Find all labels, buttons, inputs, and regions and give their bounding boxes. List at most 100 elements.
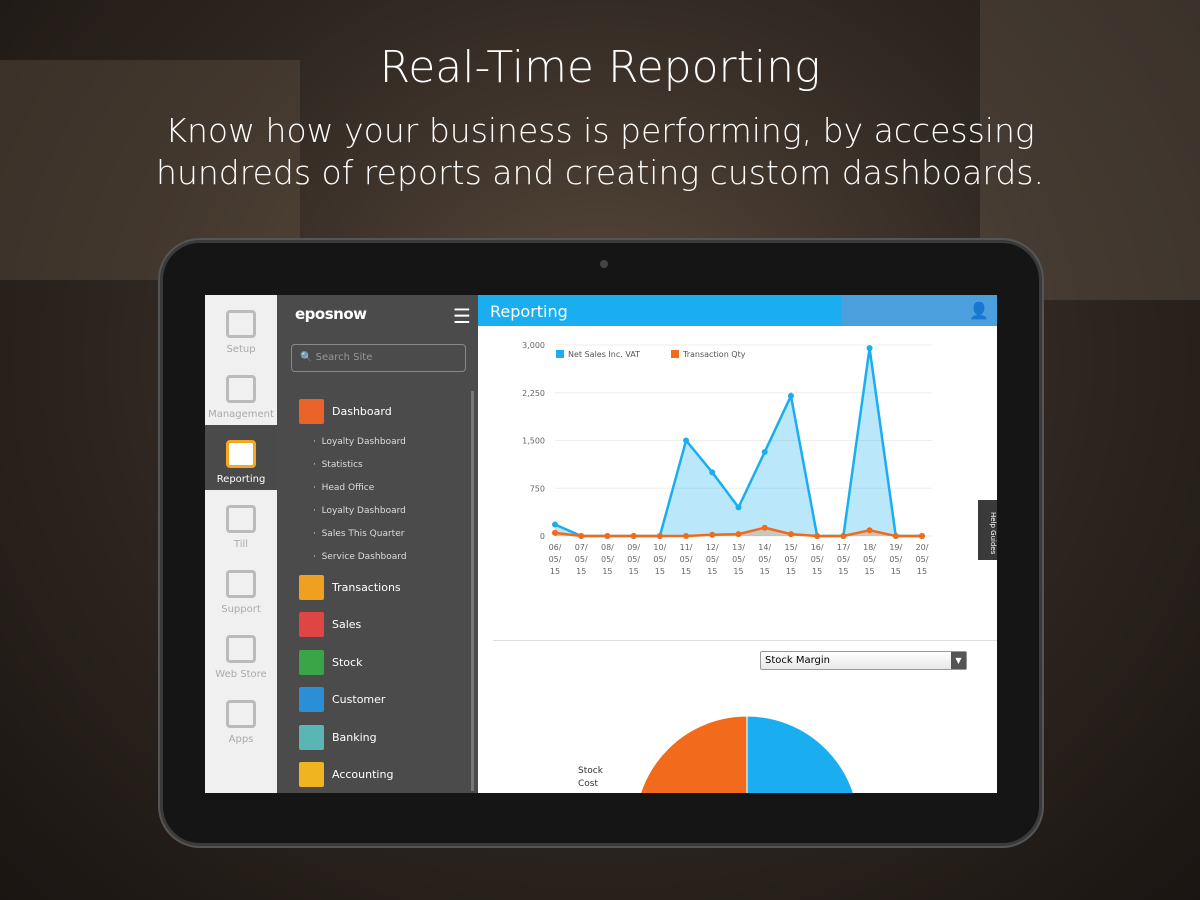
- sidebar-item-till[interactable]: Till: [205, 490, 277, 555]
- nav-item-label: Accounting: [332, 768, 394, 782]
- x-tick-label: 16/05/15: [811, 543, 824, 576]
- data-point[interactable]: [656, 533, 663, 539]
- pie-label: Stock Cost: [578, 766, 603, 789]
- nav-item-dashboard[interactable]: Dashboard: [299, 393, 469, 431]
- x-tick-label: 15/05/15: [784, 543, 797, 576]
- nav-item-label: Banking: [332, 730, 377, 744]
- report-select[interactable]: Stock Margin ▼: [760, 651, 967, 670]
- app-screen: Setup Management Reporting Till Support Web S…: [205, 295, 997, 793]
- x-tick-label: 12/05/15: [706, 543, 719, 576]
- x-tick-label: 13/05/15: [732, 543, 745, 576]
- basket-icon: [226, 635, 256, 663]
- search-placeholder: Search Site: [315, 352, 373, 363]
- data-point[interactable]: [787, 392, 794, 399]
- stock-icon: [299, 649, 324, 675]
- data-point[interactable]: [919, 533, 925, 539]
- data-point[interactable]: [735, 531, 742, 538]
- user-icon[interactable]: 👤: [969, 301, 989, 320]
- data-point[interactable]: [735, 504, 742, 511]
- data-point[interactable]: [709, 531, 716, 538]
- dashboard-icon: [299, 399, 324, 425]
- nav-item-customer[interactable]: Customer: [299, 681, 469, 719]
- data-point[interactable]: [683, 437, 690, 444]
- data-point[interactable]: [552, 529, 558, 536]
- transactions-icon: [299, 574, 324, 600]
- hamburger-menu-icon[interactable]: ☰: [453, 304, 471, 328]
- nav-subitem[interactable]: · Head Office: [313, 482, 375, 493]
- sidebar-item-label: Web Store: [215, 669, 267, 680]
- sidebar-item-reporting[interactable]: Reporting: [205, 425, 277, 490]
- data-point[interactable]: [709, 469, 716, 476]
- data-point[interactable]: [630, 533, 637, 539]
- data-point[interactable]: [787, 531, 794, 538]
- nav-item-label: Sales: [332, 618, 362, 632]
- subtitle-line: hundreds of reports and creating custom …: [156, 153, 1044, 192]
- nav-subitem-label: Loyalty Dashboard: [321, 505, 406, 516]
- data-point[interactable]: [840, 533, 847, 539]
- sidebar-item-label: Management: [208, 409, 274, 420]
- nav-item-label: Dashboard: [332, 405, 392, 419]
- x-tick-label: 08/05/15: [601, 543, 614, 576]
- search-input[interactable]: 🔍 Search Site: [291, 344, 466, 372]
- nav-subitem-label: Statistics: [321, 459, 363, 470]
- sidebar-item-apps[interactable]: Apps: [205, 685, 277, 750]
- data-point[interactable]: [683, 533, 690, 539]
- help-guides-tab[interactable]: Help Guides: [978, 500, 997, 560]
- nav-item-banking[interactable]: Banking: [299, 719, 469, 757]
- data-point[interactable]: [866, 345, 873, 352]
- legend-swatch: [556, 350, 564, 358]
- camera-icon: [600, 260, 608, 268]
- sales-chart: 3,000 2,250 1,500 750 0 06/05/15 07/05/15 08/05…: [522, 341, 932, 576]
- nav-subitem[interactable]: · Loyalty Dashboard: [313, 436, 406, 447]
- data-point[interactable]: [761, 524, 768, 531]
- main-content: Reporting 👤 3,000 2,250 1,500 750 0 06/05/15 07…: [478, 295, 997, 793]
- sidebar-item-management[interactable]: Management: [205, 360, 277, 425]
- nav-subitem[interactable]: · Service Dashboard: [313, 551, 407, 562]
- sidebar-item-web-store[interactable]: Web Store: [205, 620, 277, 685]
- legend-swatch: [671, 350, 679, 358]
- headline-title: Real-Time Reporting: [379, 42, 821, 93]
- x-tick-label: 07/05/15: [575, 543, 588, 576]
- sidebar-item-setup[interactable]: Setup: [205, 295, 277, 360]
- accounting-icon: [299, 762, 324, 788]
- scrollbar[interactable]: [471, 391, 474, 791]
- sidebar-item-label: Setup: [226, 344, 256, 355]
- nav-item-accounting[interactable]: Accounting: [299, 756, 469, 793]
- nav-subitem-label: Service Dashboard: [321, 551, 407, 562]
- nav-subitem[interactable]: · Sales This Quarter: [313, 528, 405, 539]
- data-point[interactable]: [552, 521, 558, 528]
- y-tick-label: 3,000: [522, 341, 545, 350]
- pie-slice[interactable]: [746, 716, 859, 793]
- nav-item-sales[interactable]: Sales: [299, 606, 469, 644]
- divider: [493, 640, 997, 641]
- data-point[interactable]: [892, 533, 899, 539]
- x-tick-label: 09/05/15: [627, 543, 640, 576]
- pie-slice[interactable]: [635, 716, 748, 793]
- sidebar-item-support[interactable]: Support: [205, 555, 277, 620]
- nav-subitem-label: Head Office: [321, 482, 375, 493]
- data-point[interactable]: [761, 448, 768, 455]
- x-tick-label: 10/05/15: [653, 543, 666, 576]
- data-point[interactable]: [814, 533, 821, 539]
- y-tick-label: 750: [530, 484, 545, 493]
- lifebuoy-icon: [226, 570, 256, 598]
- banking-icon: [299, 724, 324, 750]
- nav-subitem[interactable]: · Loyalty Dashboard: [313, 505, 406, 516]
- data-point[interactable]: [866, 527, 873, 534]
- easel-chart-icon: [226, 440, 256, 468]
- nav-item-transactions[interactable]: Transactions: [299, 569, 469, 607]
- nav-item-label: Stock: [332, 655, 363, 669]
- nav-item-label: Transactions: [332, 580, 401, 594]
- nav-menu: Dashboard · Loyalty Dashboard · Statistics…: [299, 393, 469, 793]
- legend-label: Transaction Qty: [682, 350, 746, 359]
- nav-subitem-label: Sales This Quarter: [321, 528, 405, 539]
- data-point[interactable]: [578, 533, 585, 539]
- report-select-value: Stock Margin: [765, 655, 831, 666]
- data-point[interactable]: [604, 533, 611, 539]
- x-tick-label: 11/05/15: [680, 543, 693, 576]
- nav-item-stock[interactable]: Stock: [299, 644, 469, 682]
- y-tick-label: 1,500: [522, 437, 545, 446]
- x-tick-label: 06/05/15: [549, 543, 562, 576]
- nav-subitem[interactable]: · Statistics: [313, 459, 363, 470]
- header-bar: Reporting 👤: [478, 295, 997, 326]
